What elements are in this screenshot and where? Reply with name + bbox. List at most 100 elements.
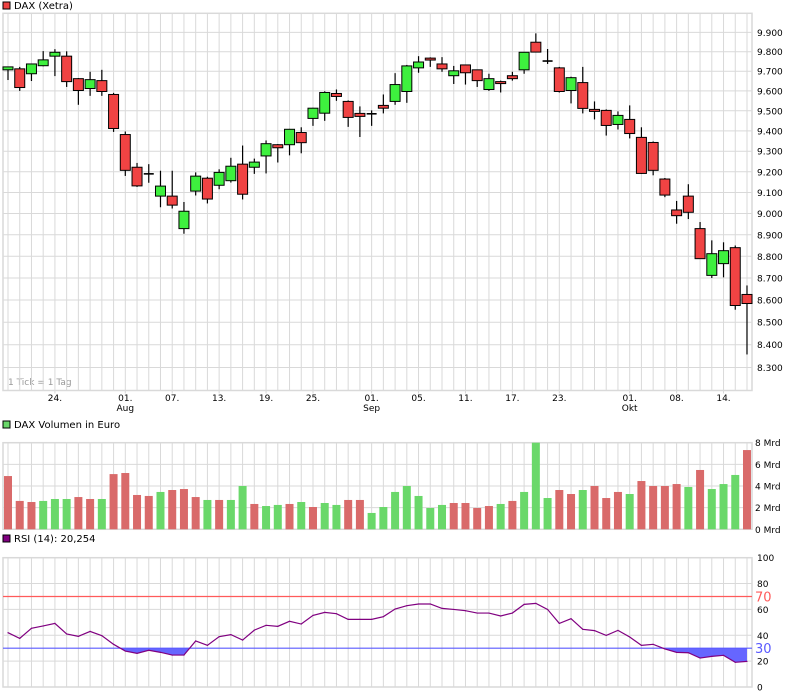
volume-bar	[332, 504, 341, 530]
rsi-point	[371, 618, 373, 620]
candle-body	[178, 210, 190, 230]
volume-bar	[367, 512, 376, 530]
y-tick-label: 8 Mrd	[755, 439, 781, 449]
rsi-point	[746, 660, 748, 662]
rsi-axis: 100 80 60 40 20 0 70 30	[755, 554, 774, 693]
volume-bar	[262, 506, 271, 530]
volume-bar	[226, 499, 235, 530]
rsi-point	[183, 654, 185, 656]
y-tick-label: 9.400	[757, 127, 783, 137]
candle-body	[577, 82, 589, 109]
rsi-point	[629, 636, 631, 638]
volume-bar	[438, 504, 447, 530]
y-tick-label: 4 Mrd	[755, 483, 781, 493]
x-tick-label: 23.	[552, 394, 566, 404]
candle-body	[377, 104, 389, 109]
volume-bar	[273, 504, 282, 530]
y-tick-label: 20	[757, 658, 769, 668]
price-candles	[2, 33, 753, 355]
volume-bar	[203, 499, 212, 530]
y-tick-label: 9.000	[757, 210, 783, 220]
rsi-point	[112, 643, 115, 645]
volume-bar	[426, 507, 435, 530]
candle-body	[729, 247, 741, 307]
y-tick-label: 100	[757, 554, 774, 564]
volume-bar	[543, 498, 552, 530]
rsi-point	[66, 633, 68, 635]
rsi-point	[324, 611, 326, 613]
volume-bar	[414, 495, 423, 530]
y-tick-label: 8.600	[757, 296, 783, 306]
y-tick-label: 9.700	[757, 68, 783, 78]
price-axis: 9.900 9.800 9.700 9.600 9.500 9.400 9.300 9.200…	[757, 29, 783, 374]
volume-bar	[696, 469, 705, 530]
volume-bar	[308, 507, 317, 530]
rsi-point	[136, 652, 138, 654]
x-tick-month: Sep	[363, 404, 380, 414]
candle-body	[342, 100, 354, 118]
y-tick-label: 2 Mrd	[755, 504, 781, 514]
candle-body	[190, 175, 202, 192]
rsi-point	[312, 614, 314, 616]
candle-body	[72, 78, 84, 91]
y-tick-label: 9.300	[757, 148, 783, 158]
volume-bar	[531, 442, 540, 530]
rsi-line	[7, 602, 748, 663]
candle-body	[530, 41, 542, 53]
y-tick-label: 60	[757, 606, 769, 616]
rsi-level-label-30: 30	[755, 642, 772, 657]
rsi-point	[535, 602, 537, 604]
y-tick-label: 80	[757, 580, 769, 590]
y-tick-label: 8.400	[757, 341, 783, 351]
tick-note: 1 Tick = 1 Tag	[8, 378, 72, 388]
x-tick-label: 01.	[364, 394, 378, 404]
candle-body	[295, 132, 307, 144]
candle-body	[600, 109, 612, 126]
volume-bar	[297, 502, 306, 530]
volume-bar	[602, 498, 611, 530]
rsi-point	[253, 629, 255, 631]
volume-bar	[379, 507, 388, 530]
volume-bar	[672, 484, 681, 530]
volume-bar	[4, 476, 12, 530]
rsi-point	[605, 634, 607, 637]
volume-bar	[625, 494, 634, 530]
rsi-point	[277, 625, 279, 627]
volume-bar	[39, 500, 48, 530]
candle-body	[589, 108, 600, 112]
candle-body	[25, 63, 37, 75]
rsi-plot	[3, 595, 752, 663]
candle-body	[459, 64, 471, 74]
y-tick-label: 8.700	[757, 274, 783, 284]
candle-body	[659, 178, 671, 196]
y-tick-label: 0 Mrd	[755, 526, 781, 536]
volume-bar	[250, 503, 259, 530]
candle-body	[319, 91, 331, 114]
candle-body	[495, 81, 507, 85]
y-tick-label: 8.500	[757, 319, 783, 329]
volume-bar	[344, 499, 353, 530]
candle-body	[448, 70, 460, 77]
x-tick-label: 24.	[48, 394, 62, 404]
rsi-point	[359, 618, 361, 620]
candle-body	[237, 163, 249, 195]
rsi-point	[195, 640, 197, 642]
x-tick-label: 25.	[306, 394, 320, 404]
volume-bar	[496, 503, 505, 530]
volume-bar	[555, 490, 564, 530]
plot-frame	[2, 556, 753, 688]
rsi-point	[593, 630, 596, 632]
rsi-point	[382, 616, 384, 618]
candle-body	[506, 75, 518, 80]
x-tick-label: 05.	[411, 394, 425, 404]
volume-bar	[121, 473, 130, 530]
candle-body	[272, 144, 284, 149]
volume-bar	[15, 500, 24, 530]
rsi-point	[570, 618, 572, 620]
y-tick-label: 8.300	[757, 364, 783, 374]
candle-body	[413, 61, 425, 69]
candle-body	[49, 51, 61, 57]
volume-bar	[707, 489, 716, 530]
price-legend: DAX (Xetra)	[14, 1, 73, 12]
